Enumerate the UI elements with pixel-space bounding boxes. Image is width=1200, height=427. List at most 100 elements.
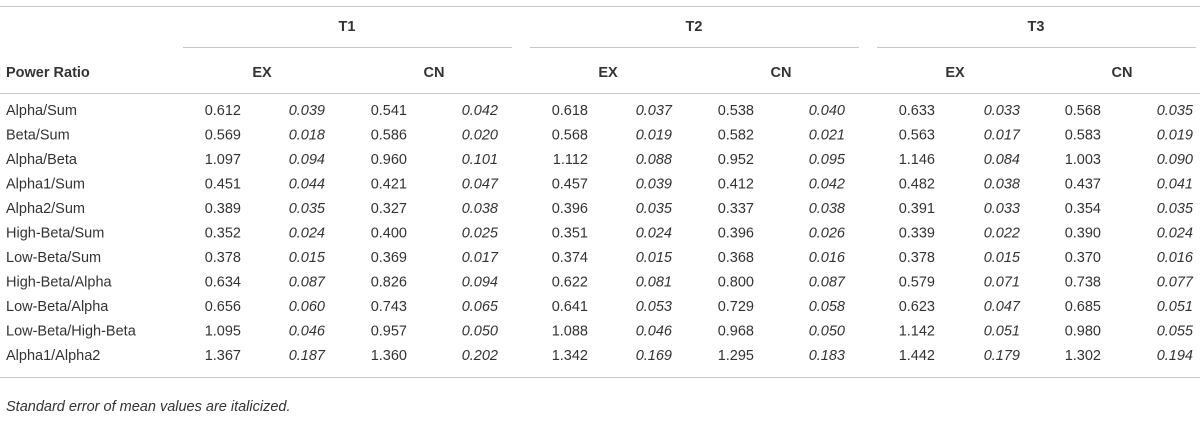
se-value: 0.058: [809, 299, 845, 315]
mean-value: 0.368: [718, 250, 754, 266]
mean-value: 0.569: [205, 127, 241, 143]
se-value: 0.024: [636, 225, 672, 241]
mean-value: 1.088: [552, 323, 588, 339]
mean-value: 1.146: [899, 152, 935, 168]
mean-value: 0.738: [1065, 274, 1101, 290]
se-value: 0.035: [289, 201, 326, 217]
se-value: 0.065: [462, 299, 499, 315]
se-value: 0.026: [809, 225, 846, 241]
se-value: 0.024: [1157, 225, 1193, 241]
mean-value: 0.586: [371, 127, 407, 143]
mean-value: 0.960: [371, 152, 407, 168]
se-value: 0.024: [289, 225, 325, 241]
se-value: 0.087: [289, 274, 326, 290]
mean-value: 0.337: [718, 201, 754, 217]
se-value: 0.183: [809, 348, 845, 364]
mean-value: 0.374: [552, 250, 588, 266]
se-value: 0.038: [809, 201, 845, 217]
mean-value: 0.541: [371, 103, 407, 119]
se-value: 0.037: [636, 103, 673, 119]
mean-value: 0.582: [718, 127, 754, 143]
se-value: 0.038: [984, 176, 1020, 192]
mean-value: 0.612: [205, 103, 241, 119]
se-value: 0.087: [809, 274, 846, 290]
se-value: 0.194: [1157, 348, 1193, 364]
mean-value: 0.482: [899, 176, 935, 192]
subgroup-header: CN: [1112, 65, 1133, 81]
mean-value: 0.378: [899, 250, 935, 266]
mean-value: 1.112: [553, 152, 588, 168]
mean-value: 0.352: [205, 225, 241, 241]
row-label: Low-Beta/Alpha: [6, 299, 109, 315]
se-value: 0.015: [984, 250, 1021, 266]
se-value: 0.084: [984, 152, 1020, 168]
mean-value: 0.457: [552, 176, 588, 192]
se-value: 0.039: [289, 103, 325, 119]
se-value: 0.090: [1157, 152, 1193, 168]
mean-value: 1.302: [1065, 348, 1101, 364]
row-label-header: Power Ratio: [6, 65, 90, 81]
row-label: Alpha1/Sum: [6, 176, 85, 192]
row-label: Alpha/Sum: [6, 103, 77, 119]
se-value: 0.025: [462, 225, 499, 241]
se-value: 0.055: [1157, 323, 1194, 339]
row-label: High-Beta/Sum: [6, 225, 104, 241]
mean-value: 0.327: [371, 201, 407, 217]
mean-value: 0.952: [718, 152, 754, 168]
mean-value: 0.391: [899, 201, 935, 217]
se-value: 0.050: [809, 323, 845, 339]
se-value: 0.060: [289, 299, 325, 315]
se-value: 0.202: [462, 348, 498, 364]
mean-value: 0.583: [1065, 127, 1101, 143]
mean-value: 0.339: [899, 225, 935, 241]
se-value: 0.020: [462, 127, 498, 143]
subgroup-header: EX: [598, 65, 618, 81]
mean-value: 1.295: [718, 348, 754, 364]
se-value: 0.077: [1157, 274, 1194, 290]
subgroup-header: EX: [252, 65, 272, 81]
se-value: 0.187: [289, 348, 326, 364]
se-value: 0.017: [984, 127, 1021, 143]
mean-value: 0.980: [1065, 323, 1101, 339]
group-header: T1: [339, 19, 356, 35]
se-value: 0.033: [984, 103, 1020, 119]
mean-value: 0.400: [371, 225, 407, 241]
row-label: Low-Beta/Sum: [6, 250, 101, 266]
mean-value: 0.633: [899, 103, 935, 119]
mean-value: 1.367: [205, 348, 241, 364]
mean-value: 0.826: [371, 274, 407, 290]
mean-value: 0.351: [552, 225, 588, 241]
mean-value: 0.451: [205, 176, 241, 192]
se-value: 0.015: [636, 250, 673, 266]
se-value: 0.047: [984, 299, 1021, 315]
mean-value: 0.623: [899, 299, 935, 315]
mean-value: 0.421: [371, 176, 407, 192]
mean-value: 1.442: [899, 348, 935, 364]
se-value: 0.071: [984, 274, 1020, 290]
se-value: 0.033: [984, 201, 1020, 217]
mean-value: 1.097: [205, 152, 241, 168]
mean-value: 0.568: [552, 127, 588, 143]
se-value: 0.053: [636, 299, 672, 315]
se-value: 0.021: [809, 127, 845, 143]
se-value: 0.041: [1157, 176, 1193, 192]
se-value: 0.094: [289, 152, 325, 168]
mean-value: 0.579: [899, 274, 935, 290]
mean-value: 1.003: [1065, 152, 1101, 168]
se-value: 0.051: [1157, 299, 1193, 315]
mean-value: 0.378: [205, 250, 241, 266]
se-value: 0.035: [636, 201, 673, 217]
mean-value: 1.142: [899, 323, 935, 339]
row-label: Alpha2/Sum: [6, 201, 85, 217]
se-value: 0.051: [984, 323, 1020, 339]
se-value: 0.042: [809, 176, 845, 192]
mean-value: 0.800: [718, 274, 754, 290]
se-value: 0.038: [462, 201, 498, 217]
mean-value: 0.396: [552, 201, 588, 217]
mean-value: 0.369: [371, 250, 407, 266]
se-value: 0.088: [636, 152, 672, 168]
se-value: 0.017: [462, 250, 499, 266]
se-value: 0.050: [462, 323, 498, 339]
se-value: 0.169: [636, 348, 672, 364]
